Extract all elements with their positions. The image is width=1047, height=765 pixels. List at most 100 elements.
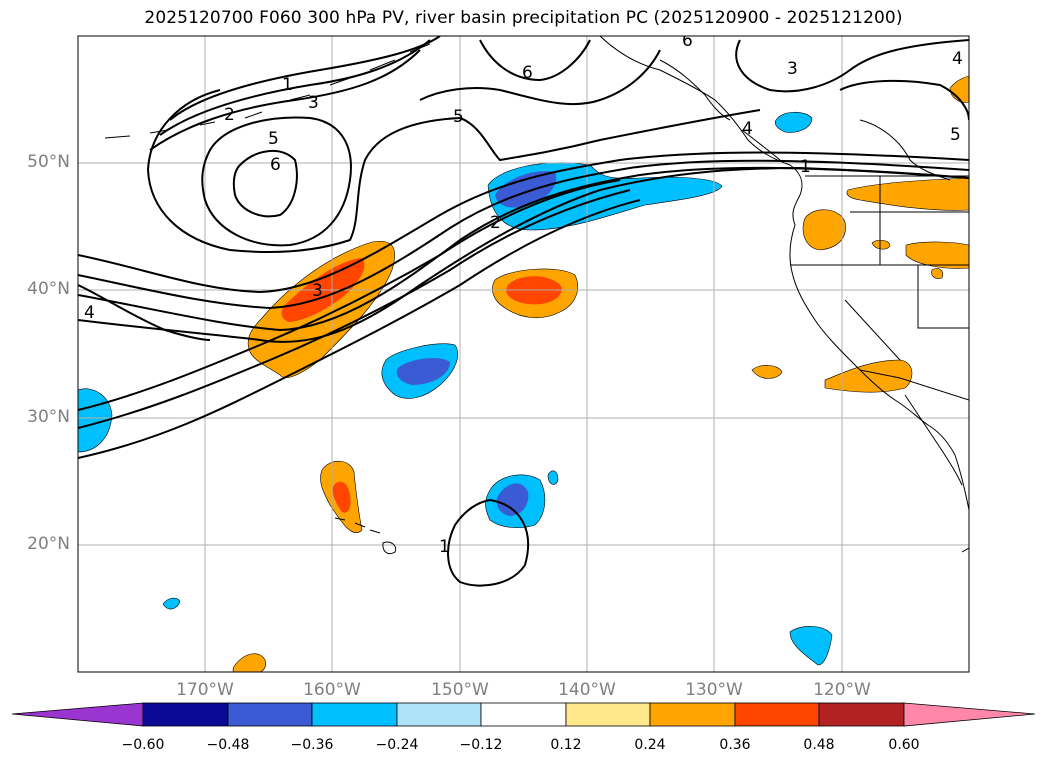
colorbar-tick-label: 0.60	[888, 737, 920, 753]
colorbar-segment	[142, 702, 229, 727]
pv-contour-sw-4	[78, 284, 211, 341]
lon-label-150w: 150°W	[431, 680, 489, 700]
pv-label: 6	[522, 63, 533, 83]
colorbar-tick-label: 0.12	[550, 737, 582, 753]
pv-contour-3	[78, 166, 969, 343]
pv-contour-ne-loop	[735, 39, 969, 93]
anomaly-orange-small-3	[931, 268, 943, 279]
pv-contour-north-5	[419, 49, 661, 106]
pv-label: 5	[453, 107, 464, 127]
colorbar-extend-high	[903, 702, 1036, 727]
plot-area	[78, 36, 969, 672]
anomaly-orange-arizona	[824, 359, 913, 393]
colorbar-segment	[818, 702, 905, 727]
state-border-5	[844, 299, 901, 361]
pv-label: 2	[490, 213, 501, 233]
pv-contour-outer-3	[149, 49, 421, 151]
pv-label: 1	[439, 537, 450, 557]
state-border-4	[917, 265, 969, 329]
pv-label: 3	[308, 93, 319, 113]
lon-label-140w: 140°W	[558, 680, 616, 700]
pv-label: 4	[84, 303, 95, 323]
anomaly-midblue-center	[396, 358, 450, 385]
colorbar-tick-label: 0.48	[803, 737, 835, 753]
pv-contour-outer-2	[159, 39, 431, 136]
colorbar-segment	[311, 702, 398, 727]
colorbar-segment	[480, 702, 567, 727]
hawaii-islands	[334, 517, 397, 555]
aleutian-2	[289, 43, 431, 101]
pv-contours	[78, 36, 969, 587]
vancouver-island	[741, 129, 781, 161]
lon-label-130w: 130°W	[685, 680, 743, 700]
map-title: 2025120700 F060 300 hPa PV, river basin …	[144, 8, 903, 28]
pv-contour-6-north	[479, 39, 591, 82]
pv-contour-6-loop	[232, 149, 298, 218]
colorbar-tick-label: −0.36	[290, 737, 334, 753]
anomaly-orange-south	[232, 653, 266, 672]
lon-label-160w: 160°W	[303, 680, 361, 700]
anomaly-orange-utah	[905, 241, 969, 269]
lat-label-50n: 50°N	[27, 152, 70, 172]
pv-contour-5-loop	[201, 116, 352, 247]
anomaly-orange-pnw	[802, 209, 846, 251]
lat-label-30n: 30°N	[27, 407, 70, 427]
pv-label: 1	[800, 157, 811, 177]
pv-contour-circle	[447, 498, 530, 587]
pv-contour-jet-s3	[78, 199, 641, 459]
colorbar-extend-low	[11, 702, 144, 727]
alaska-panhandle	[659, 59, 731, 121]
colorbar-tick-label: −0.24	[375, 737, 419, 753]
anomaly-blue-west	[78, 388, 113, 453]
pv-label: 1	[282, 75, 293, 95]
baja-coast	[904, 394, 963, 486]
pv-label: 5	[950, 125, 961, 145]
pv-label: 2	[224, 105, 235, 125]
colorbar-segment	[227, 702, 313, 727]
pv-label: 3	[312, 281, 323, 301]
anomaly-midblue-southeast	[496, 483, 529, 516]
colorbar-tick-label: −0.60	[121, 737, 165, 753]
pv-contour-1b	[78, 159, 969, 310]
anomaly-blue-small-3	[162, 597, 181, 610]
north-america-coast	[599, 36, 969, 511]
mexico-border	[859, 369, 969, 401]
anomaly-orange-small-2	[751, 365, 783, 379]
anomaly-blue-small-2	[789, 626, 833, 666]
pv-contour-1a	[78, 151, 969, 294]
colorbar-tick-label: 0.36	[719, 737, 751, 753]
pv-label: 6	[682, 31, 693, 51]
anomaly-red-hawaii	[332, 481, 351, 513]
anomaly-orange-idaho	[846, 177, 969, 211]
mexico-coast-south	[961, 547, 969, 553]
lon-label-120w: 120°W	[813, 680, 871, 700]
colorbar-segment	[734, 702, 820, 727]
colorbar-segment	[396, 702, 482, 727]
lat-label-40n: 40°N	[27, 279, 70, 299]
coastlines	[104, 36, 969, 555]
plot-frame	[77, 35, 970, 673]
pv-contour-ne-5	[839, 79, 969, 121]
anomaly-orange-small-1	[871, 239, 891, 250]
pv-contour-jet-s1	[78, 179, 621, 411]
pv-label: 4	[952, 49, 963, 69]
colorbar-tick-label: −0.48	[206, 737, 250, 753]
pv-contour-2	[78, 166, 969, 332]
pv-contour-outer-1	[169, 36, 441, 121]
pv-label: 4	[742, 119, 753, 139]
pv-label: 6	[270, 155, 281, 175]
anomaly-blue-small-1	[774, 111, 813, 133]
pv-contour-jet-s2	[78, 189, 631, 429]
colorbar-tick-label: 0.24	[634, 737, 666, 753]
pv-label: 3	[787, 59, 798, 79]
colorbar-segment	[649, 702, 736, 727]
colorbar-tick-label: −0.12	[459, 737, 503, 753]
lon-label-170w: 170°W	[176, 680, 234, 700]
colorbar-segment	[565, 702, 651, 727]
colorbar	[11, 702, 1036, 727]
anomaly-blue-small-4	[547, 470, 559, 485]
lat-label-20n: 20°N	[27, 534, 70, 554]
pv-contour-west-lobe	[146, 89, 761, 253]
pv-label: 5	[268, 129, 279, 149]
